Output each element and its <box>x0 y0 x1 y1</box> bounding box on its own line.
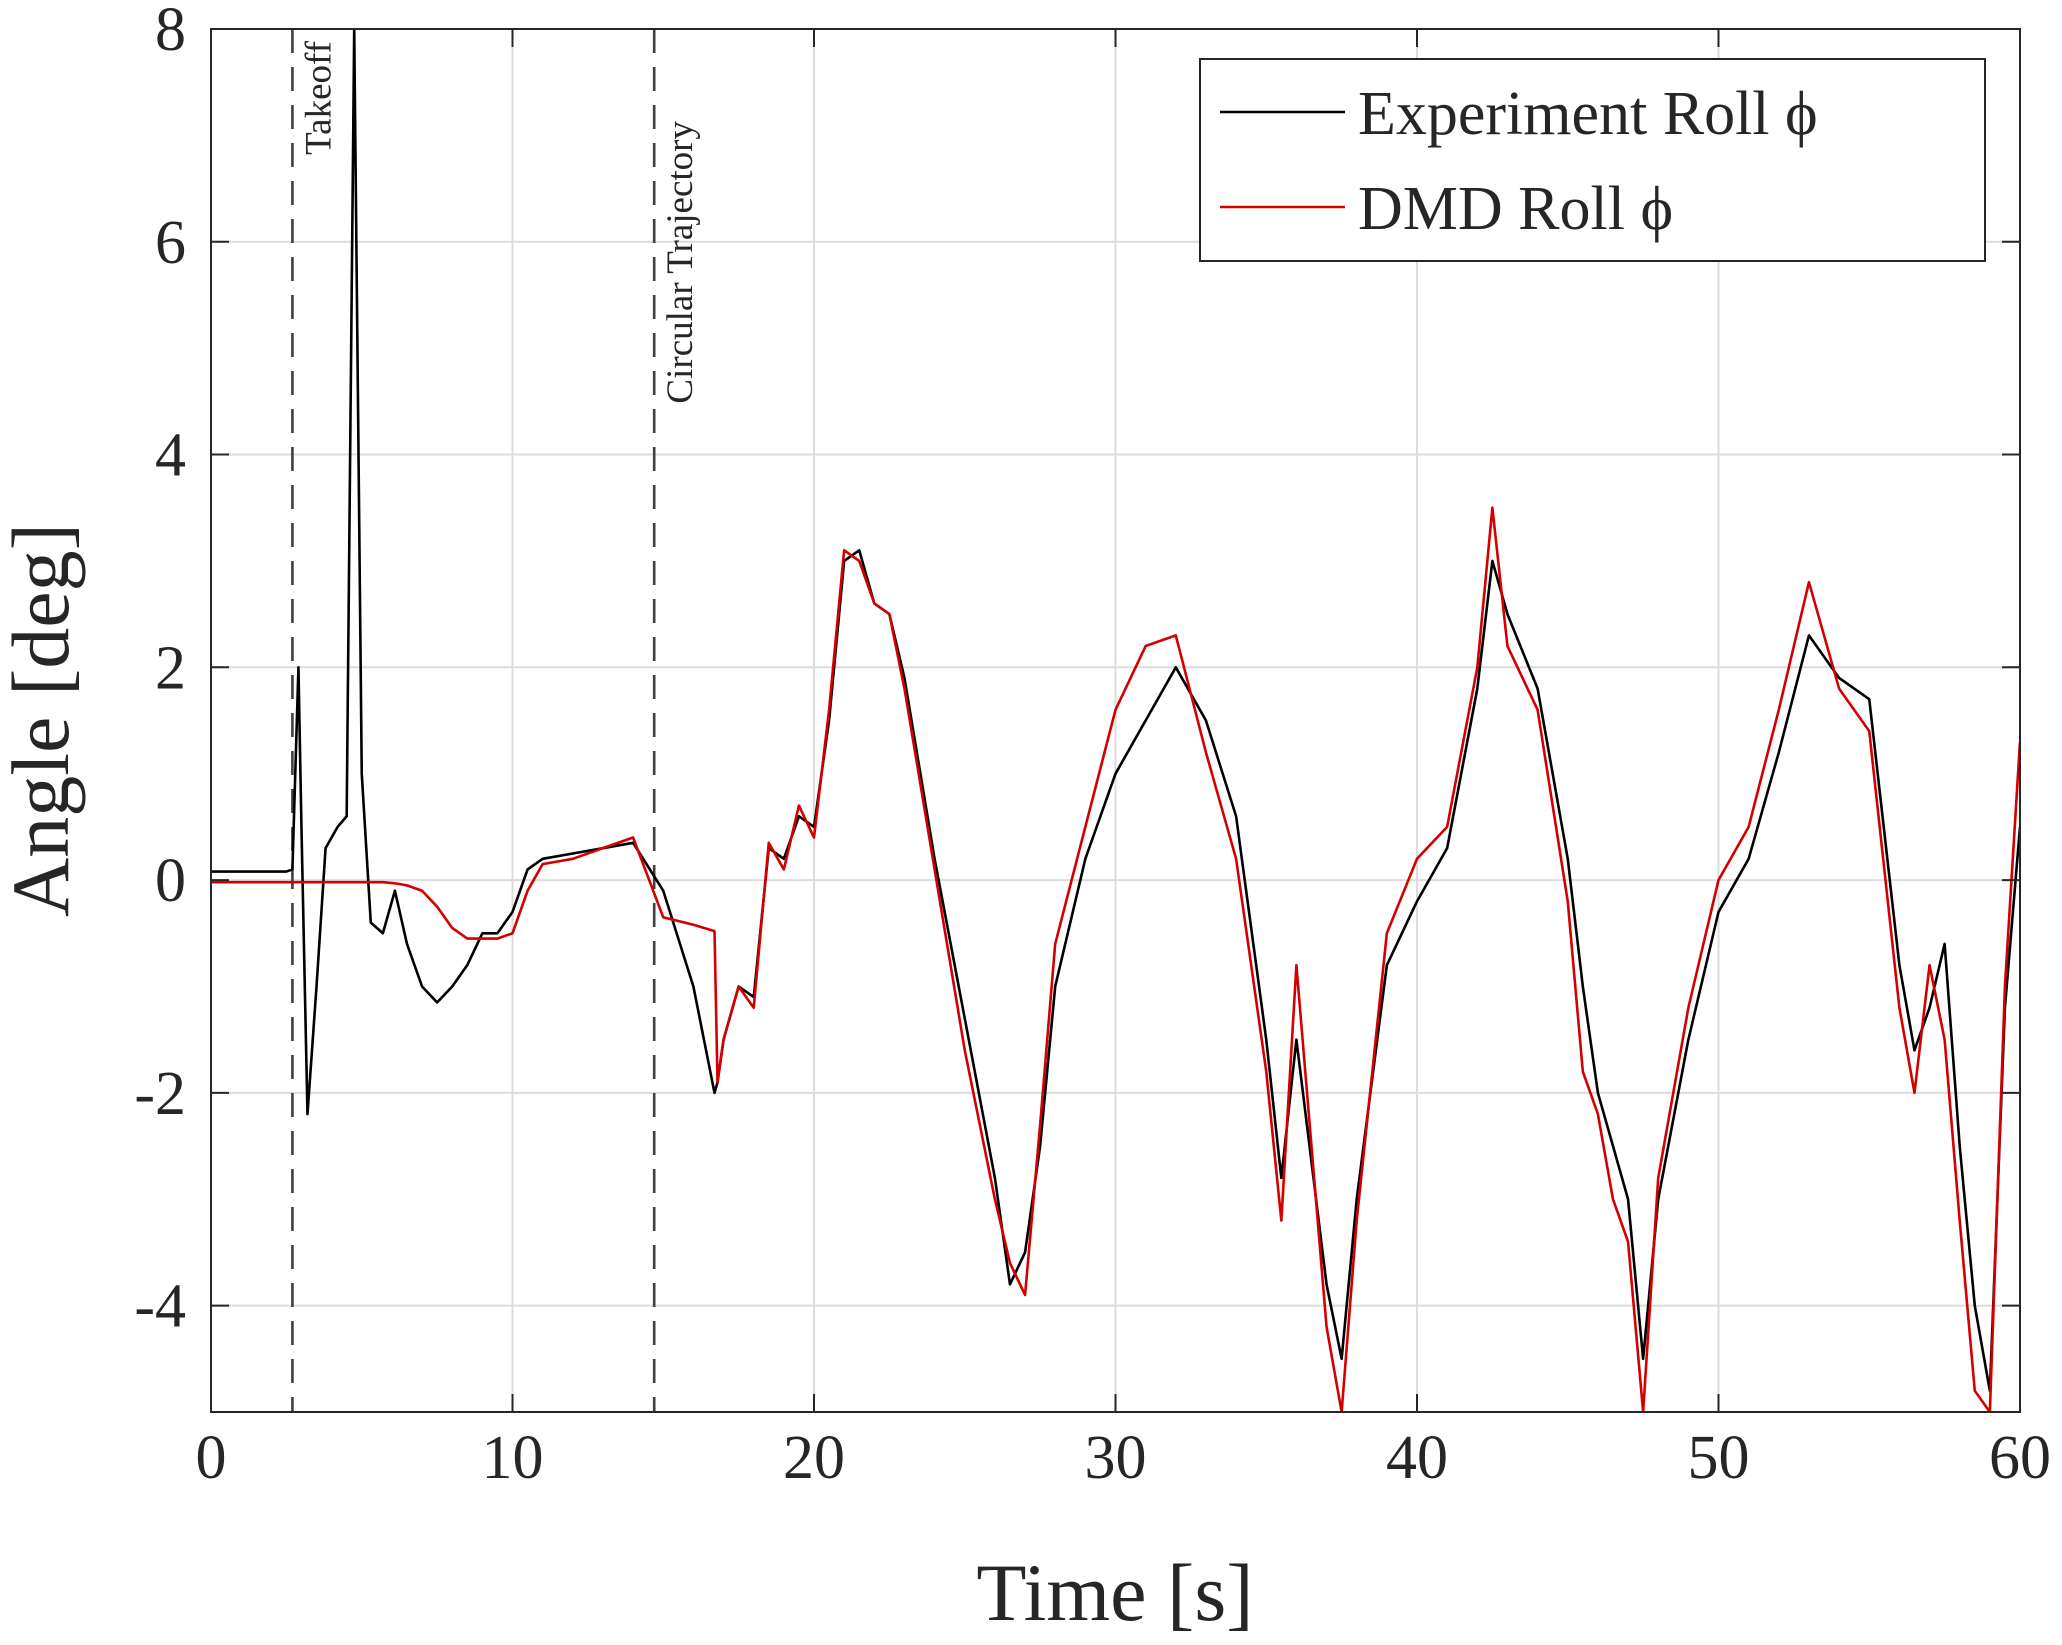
y-tick-label: 4 <box>155 422 186 490</box>
y-tick-label: -2 <box>134 1060 186 1128</box>
y-tick-label: -4 <box>134 1273 186 1341</box>
annotation-label: Circular Trajectory <box>660 121 701 404</box>
y-tick-label: 8 <box>155 0 186 64</box>
x-tick-label: 60 <box>1989 1424 2051 1492</box>
x-tick-label: 10 <box>482 1424 544 1492</box>
y-tick-label: 6 <box>155 209 186 277</box>
y-tick-label: 2 <box>155 634 186 702</box>
axes: 0 10 20 30 40 50 60 -4 -2 0 2 4 6 8 Takeoff Circular Tr… <box>134 0 2051 1492</box>
axes-box <box>210 28 2021 1413</box>
legend: Experiment Roll ϕ DMD Roll ϕ <box>1199 58 1986 262</box>
y-tick-label: 0 <box>155 847 186 915</box>
x-tick-label: 0 <box>196 1424 227 1492</box>
x-tick-label: 40 <box>1386 1424 1448 1492</box>
y-axis-label: Angle [deg] <box>0 523 86 917</box>
legend-label: DMD Roll ϕ <box>1358 175 1673 243</box>
x-tick-label: 20 <box>783 1424 845 1492</box>
plot-area <box>211 29 2020 1412</box>
annotation-label: Takeoff <box>298 40 339 155</box>
legend-box <box>1199 58 1986 262</box>
series-line <box>211 506 2020 1412</box>
x-axis-label: Time [s] <box>976 1547 1253 1638</box>
x-tick-label: 30 <box>1085 1424 1147 1492</box>
legend-label: Experiment Roll ϕ <box>1358 80 1818 148</box>
x-tick-label: 50 <box>1688 1424 1750 1492</box>
series-line <box>211 29 2020 1393</box>
